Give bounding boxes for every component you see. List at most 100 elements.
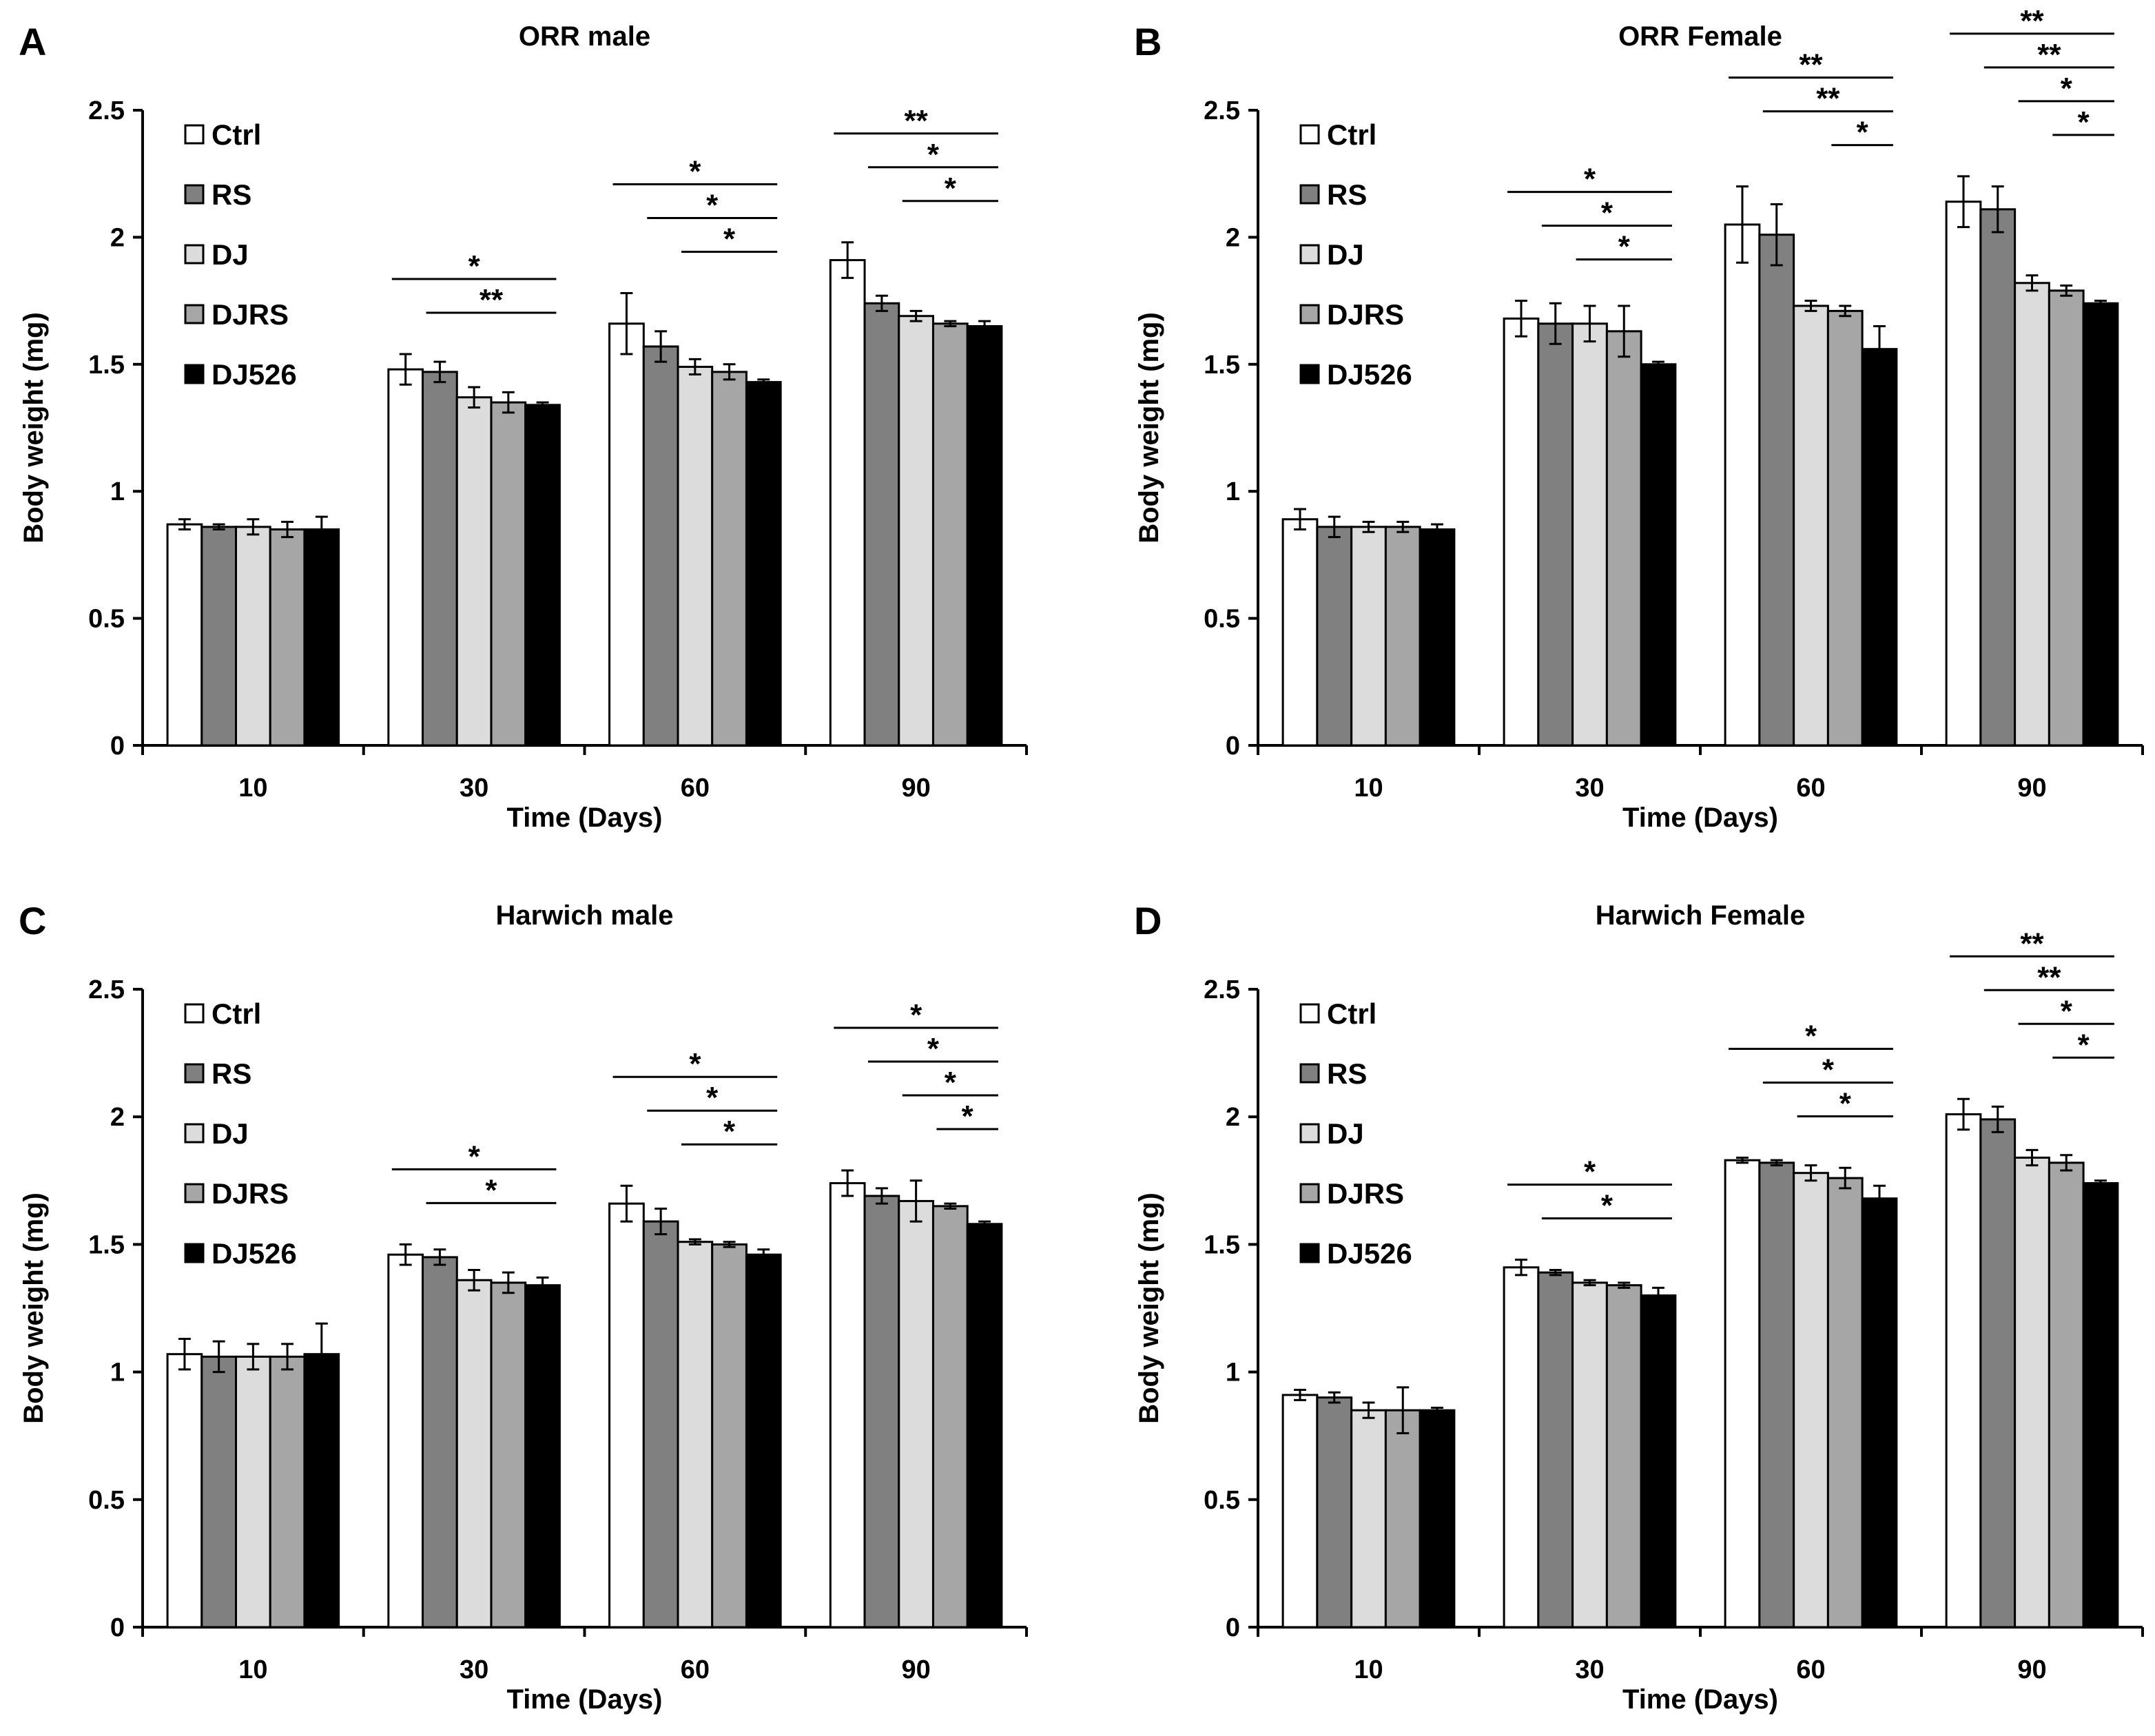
legend-swatch-ctrl [184, 1003, 205, 1024]
bar-dj-60 [1793, 1172, 1829, 1629]
x-axis-label: Time (Days) [1622, 803, 1778, 833]
bar-ctrl-60 [1724, 1159, 1761, 1629]
bar-djrs-30 [1605, 1284, 1642, 1629]
bar-rs-60 [642, 1220, 679, 1629]
legend-swatch-ctrl [184, 124, 205, 145]
legend-swatch-rs [184, 1063, 205, 1084]
y-tick-label: 1 [1226, 1358, 1240, 1387]
bar-rs-30 [1537, 1271, 1574, 1629]
legend-swatch-djrs [184, 1183, 205, 1203]
bar-dj-10 [1350, 1409, 1387, 1629]
bar-dj526-60 [745, 381, 782, 747]
y-tick-label: 0.5 [88, 605, 125, 634]
bar-djrs-10 [269, 528, 306, 747]
bar-ctrl-10 [1281, 518, 1319, 747]
bar-djrs-90 [931, 322, 969, 747]
legend-swatch-dj [1299, 1123, 1320, 1144]
y-axis-label: Body weight (mg) [1134, 1192, 1164, 1424]
y-axis-label: Body weight (mg) [19, 312, 49, 544]
bar-dj526-10 [303, 528, 340, 747]
significance-marker: ** [905, 104, 929, 138]
x-tick-label: 60 [1796, 1655, 1825, 1684]
y-tick-label: 1 [110, 477, 125, 506]
legend-swatch-djrs [1299, 1183, 1320, 1203]
bar-djrs-10 [269, 1355, 306, 1629]
y-tick-label: 0 [1226, 732, 1240, 761]
bar-dj526-30 [1640, 1294, 1677, 1629]
bar-djrs-10 [1384, 526, 1421, 747]
bar-dj-30 [1571, 322, 1608, 747]
bar-ctrl-30 [1503, 1266, 1540, 1629]
bar-ctrl-60 [608, 1202, 645, 1629]
significance-marker: * [485, 1173, 497, 1207]
significance-marker: * [2078, 1028, 2090, 1062]
chart-title: ORR Female [1618, 21, 1782, 52]
y-tick-label: 0 [110, 1613, 125, 1642]
x-tick-label: 60 [681, 1655, 710, 1684]
y-axis-label: Body weight (mg) [19, 1192, 49, 1424]
bar-dj526-90 [2082, 1182, 2119, 1629]
bar-dj526-90 [966, 324, 1003, 747]
bar-dj-90 [898, 1199, 934, 1629]
significance-marker: * [1805, 1019, 1817, 1053]
bar-dj526-90 [2082, 302, 2119, 747]
legend-label-ctrl: Ctrl [212, 998, 261, 1030]
legend-label-ctrl: Ctrl [1327, 118, 1376, 151]
significance-marker: ** [2037, 960, 2061, 994]
legend-label-djrs: DJRS [1327, 1177, 1404, 1210]
significance-marker: * [1839, 1086, 1852, 1120]
legend-swatch-dj [184, 244, 205, 265]
chart-panel-c: C Harwich male 0 0.5 1 1.5 2 2.5 Body weight (mg… [19, 899, 1028, 1715]
y-tick-label: 2 [110, 1103, 125, 1132]
legend-label-rs: RS [1327, 1057, 1367, 1090]
significance-marker: * [1857, 116, 1869, 149]
legend-label-rs: RS [212, 1057, 251, 1090]
y-tick-label: 2 [110, 223, 125, 252]
legend-swatch-djrs [1299, 304, 1320, 324]
significance-marker: * [1601, 196, 1613, 230]
y-tick-label: 1 [1226, 477, 1240, 506]
bar-dj-60 [677, 365, 714, 747]
y-tick-label: 2.5 [88, 96, 125, 125]
chart-panel-a: A ORR male 0 0.5 1 1.5 2 2.5 Body weight (mg) 10 3… [19, 20, 1028, 833]
y-tick-label: 0 [110, 732, 125, 761]
bar-rs-10 [200, 526, 238, 747]
legend-label-dj: DJ [1327, 1117, 1364, 1150]
significance-marker: * [927, 1032, 940, 1066]
legend-swatch-ctrl [1299, 1003, 1320, 1024]
bar-rs-10 [1316, 526, 1353, 747]
significance-marker: * [1822, 1053, 1835, 1086]
bar-djrs-30 [490, 1281, 527, 1629]
bar-djrs-90 [2048, 289, 2085, 747]
bar-djrs-10 [1384, 1409, 1421, 1629]
bar-dj526-60 [745, 1253, 782, 1629]
legend-swatch-dj526 [184, 364, 205, 384]
legend-label-dj526: DJ526 [212, 1237, 297, 1270]
bar-djrs-60 [711, 371, 747, 747]
bar-ctrl-10 [166, 1353, 203, 1629]
significance-marker: * [2061, 994, 2073, 1028]
y-tick-label: 1.5 [88, 1230, 125, 1259]
legend-label-dj: DJ [1327, 238, 1364, 271]
bar-ctrl-90 [829, 259, 866, 747]
bar-dj-30 [455, 1279, 493, 1629]
x-tick-label: 30 [460, 1655, 488, 1684]
significance-marker: ** [2020, 4, 2044, 38]
bar-ctrl-60 [608, 322, 645, 747]
bar-dj526-30 [524, 1284, 561, 1629]
legend-label-dj526: DJ526 [1327, 358, 1412, 391]
bar-djrs-90 [2048, 1161, 2085, 1629]
x-tick-label: 10 [238, 774, 267, 803]
legend-swatch-rs [1299, 1063, 1320, 1084]
significance-marker: * [945, 1066, 957, 1099]
bar-rs-90 [863, 302, 900, 747]
legend-label-rs: RS [212, 178, 251, 211]
y-tick-label: 1 [110, 1358, 125, 1387]
legend-label-djrs: DJRS [212, 1177, 289, 1210]
chart-title: ORR male [519, 21, 650, 52]
significance-marker: * [468, 249, 481, 283]
y-tick-label: 0.5 [88, 1486, 125, 1515]
x-tick-label: 90 [2017, 774, 2046, 803]
bar-dj-60 [677, 1241, 714, 1629]
significance-marker: * [962, 1099, 974, 1133]
